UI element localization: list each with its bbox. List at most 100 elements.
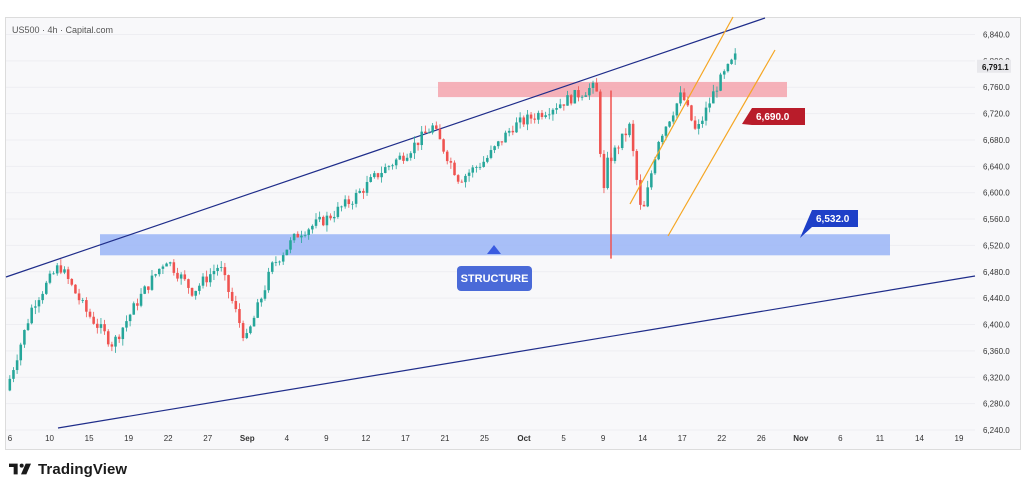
candle-body (74, 284, 77, 294)
candle-body (420, 131, 423, 146)
candle-body (482, 161, 485, 167)
y-tick-label: 6,280.0 (983, 400, 1010, 409)
candle-body (311, 225, 314, 230)
candle-body (343, 199, 347, 207)
level-low-tag (800, 210, 858, 238)
x-tick-label: 19 (124, 434, 133, 443)
y-tick-label: 6,760.0 (983, 83, 1010, 92)
candle-body (209, 274, 212, 283)
candle-body (722, 71, 726, 75)
candle-body (263, 290, 267, 299)
candle-body (52, 273, 55, 275)
candle-body (249, 326, 252, 334)
candle-body (212, 271, 216, 275)
candle-body (365, 181, 369, 193)
candle-body (281, 255, 285, 262)
candle-body (358, 190, 362, 193)
candle-body (143, 286, 146, 294)
y-tick-label: 6,520.0 (983, 241, 1010, 250)
level-low-label: 6,532.0 (816, 214, 850, 225)
candle-body (150, 275, 154, 290)
candle-body (661, 135, 664, 142)
candle-body (580, 96, 584, 98)
candle-body (256, 302, 259, 318)
candle-body (478, 166, 482, 168)
candle-body (139, 293, 143, 306)
candle-body (270, 262, 274, 272)
candle-body (438, 128, 442, 140)
x-tick-label: 10 (45, 434, 54, 443)
candle-body (500, 141, 504, 143)
candle-body (413, 142, 416, 154)
candle-body (650, 173, 653, 188)
level-high-label: 6,690.0 (756, 112, 790, 123)
candle-body (19, 344, 23, 361)
candle-body (733, 53, 737, 60)
x-tick-label: Nov (793, 434, 809, 443)
candle-body (154, 274, 157, 276)
candle-body (391, 165, 394, 167)
candle-body (653, 159, 657, 174)
candle-body (529, 114, 533, 119)
rising-channel-lower-line (667, 49, 776, 237)
candle-body (453, 162, 456, 176)
level-high-tag (742, 108, 805, 125)
x-tick-label: 19 (955, 434, 964, 443)
candle-body (55, 265, 59, 274)
y-tick-label: 6,440.0 (983, 294, 1010, 303)
candle-body (325, 215, 329, 226)
candle-body (26, 323, 30, 330)
x-tick-label: Sep (240, 434, 255, 443)
last-price-label: 6,791.1 (982, 63, 1009, 72)
candle-body (668, 121, 671, 127)
candle-body (584, 95, 588, 97)
structure-tag (457, 266, 532, 291)
candle-body (183, 274, 187, 280)
candle-body (693, 120, 697, 129)
candle-body (201, 276, 205, 286)
candle-body (686, 100, 690, 106)
x-tick-label: 4 (285, 434, 290, 443)
candle-body (613, 147, 617, 162)
candle-body (238, 309, 241, 324)
candle-body (15, 360, 19, 371)
candle-body (475, 167, 478, 168)
candle-body (347, 199, 351, 205)
candle-body (41, 293, 44, 301)
candle-body (216, 267, 219, 272)
tradingview-brand[interactable]: TradingView (9, 460, 127, 478)
candle-body (489, 150, 493, 158)
candle-body (376, 173, 380, 178)
candle-body (8, 378, 12, 391)
tradingview-logo-icon (9, 463, 31, 475)
candle-body (48, 273, 52, 283)
candle-body (507, 130, 511, 133)
candle-body (424, 131, 427, 134)
candle-body (161, 266, 165, 269)
candle-body (639, 179, 642, 205)
candle-body (380, 172, 383, 178)
candle-body (194, 290, 197, 296)
last-price-badge (977, 59, 1011, 73)
structure-label: STRUCTURE (461, 273, 529, 285)
candle-body (285, 249, 289, 256)
candle-body (719, 74, 722, 91)
candle-body (230, 291, 234, 301)
candle-body (402, 155, 405, 161)
candle-body (558, 104, 562, 109)
candle-body (456, 175, 460, 182)
candle-body (314, 219, 318, 226)
candle-body (540, 112, 544, 118)
candle-body (548, 114, 551, 116)
candle-body (631, 123, 635, 152)
channel-upper-line (5, 17, 766, 278)
candle-body (435, 125, 438, 129)
candle-body (278, 261, 281, 263)
candle-body (12, 370, 15, 379)
candle-body (85, 300, 88, 312)
candle-body (300, 235, 303, 238)
candle-body (416, 142, 420, 146)
candle-body (715, 90, 719, 92)
candle-body (227, 275, 230, 292)
